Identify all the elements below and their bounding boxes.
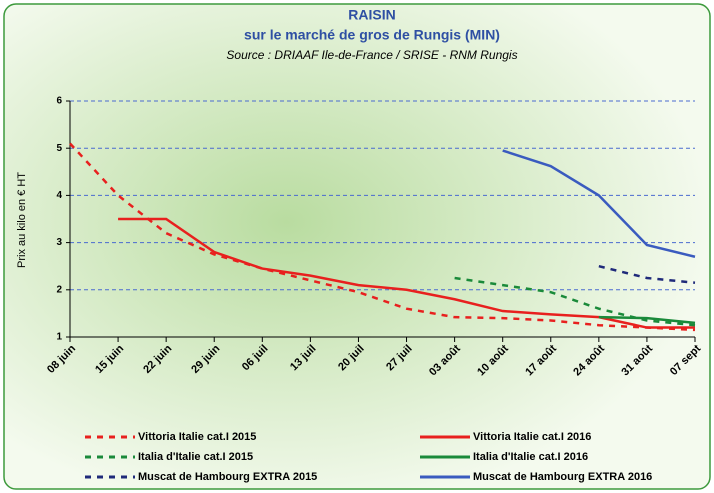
series-line	[598, 315, 696, 325]
series-line	[598, 264, 696, 284]
y-tick-label: 3	[56, 237, 62, 248]
legend-label: Muscat de Hambourg EXTRA 2016	[473, 471, 652, 483]
legend-label: Vittoria Italie cat.I 2016	[473, 431, 591, 443]
chart-title: RAISIN	[348, 7, 395, 23]
y-tick-label: 4	[56, 190, 62, 201]
frame	[3, 3, 711, 490]
y-axis-label: Prix au kilo en € HT	[16, 172, 28, 268]
chart-source: Source : DRIAAF Ile-de-France / SRISE - …	[226, 48, 517, 62]
series-line	[69, 142, 696, 332]
y-tick-label: 6	[56, 96, 62, 107]
series-line	[502, 149, 696, 258]
legend-label: Vittoria Italie cat.I 2015	[138, 431, 256, 443]
chart-subtitle: sur le marché de gros de Rungis (MIN)	[244, 27, 500, 43]
legend-label: Muscat de Hambourg EXTRA 2015	[138, 471, 317, 483]
y-tick-label: 2	[56, 284, 62, 295]
y-tick-label: 5	[56, 143, 62, 154]
y-tick-label: 1	[56, 332, 62, 343]
legend-label: Italia d'Italie cat.I 2015	[138, 451, 253, 463]
series-line	[118, 217, 695, 329]
series-line	[454, 276, 696, 327]
legend-label: Italia d'Italie cat.I 2016	[473, 451, 588, 463]
